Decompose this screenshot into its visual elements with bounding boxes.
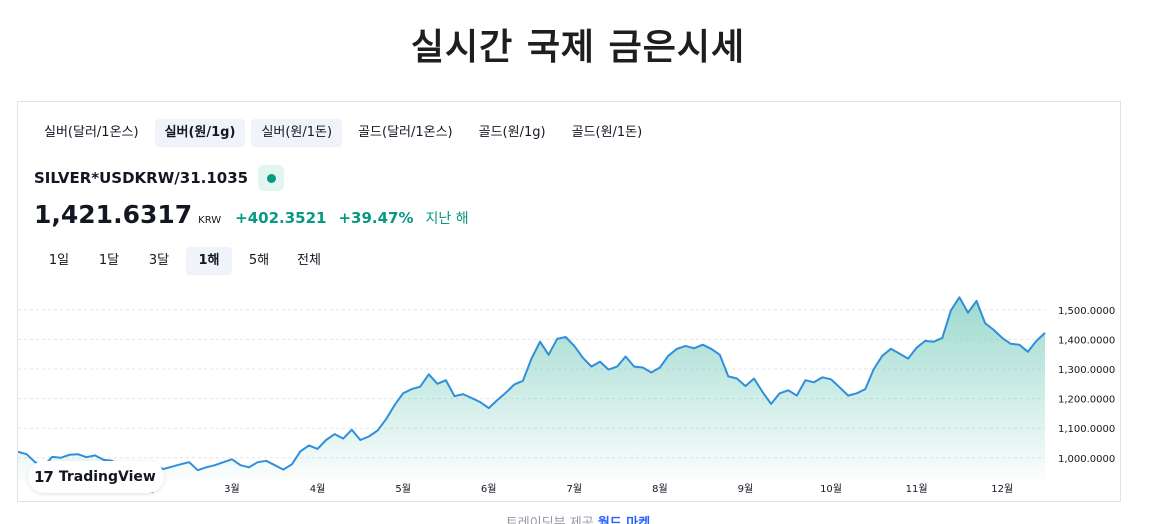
attribution-prefix: 트레이딩뷰 제공	[505, 516, 594, 524]
symbol-tabs: 실버(달러/1온스) 실버(원/1g) 실버(원/1돈) 골드(달러/1온스) …	[34, 119, 652, 147]
tab-gold-usd-oz[interactable]: 골드(달러/1온스)	[358, 125, 453, 140]
y-tick-label: 1,400.0000	[1058, 335, 1115, 346]
range-1m[interactable]: 1달	[98, 253, 120, 268]
x-tick-label: 9월	[738, 483, 754, 495]
symbol-name[interactable]: SILVER*USDKRW/31.1035	[34, 169, 249, 187]
symbol-row: SILVER*USDKRW/31.1035	[34, 165, 285, 191]
last-price: 1,421.6317	[34, 200, 193, 229]
quote-row: 1,421.6317 KRW +402.3521 +39.47% 지난 해	[34, 200, 469, 229]
tab-gold-krw-g[interactable]: 골드(원/1g)	[478, 125, 546, 140]
y-tick-label: 1,200.0000	[1058, 395, 1115, 406]
tradingview-logo[interactable]: 17 TradingView	[28, 461, 164, 493]
x-tick-label: 3월	[224, 483, 240, 495]
market-open-icon	[266, 173, 276, 183]
range-1d[interactable]: 1일	[48, 253, 70, 268]
y-tick-label: 1,500.0000	[1058, 306, 1115, 317]
tab-silver-krw-g[interactable]: 실버(원/1g)	[154, 119, 246, 147]
date-range-selector: 1일 1달 3달 1해 5해 전체	[36, 247, 332, 275]
attribution-link[interactable]: 월드 마켓	[597, 516, 651, 524]
x-tick-label: 5월	[395, 483, 411, 495]
price-line	[18, 296, 1046, 472]
currency-label: KRW	[198, 215, 222, 226]
x-tick-label: 12월	[991, 483, 1013, 495]
price-chart[interactable]: 1,500.0000 1,400.0000 1,300.0000 1,200.0000…	[18, 102, 1121, 502]
range-all[interactable]: 전체	[297, 253, 321, 268]
x-tick-label: 11월	[906, 483, 928, 495]
tradingview-logo-text: TradingView	[58, 469, 156, 485]
market-status-badge[interactable]	[258, 165, 285, 191]
price-change-percent: +39.47%	[338, 209, 414, 227]
y-tick-label: 1,300.0000	[1058, 365, 1115, 376]
change-period: 지난 해	[425, 211, 469, 227]
y-tick-label: 1,000.0000	[1058, 454, 1115, 465]
tradingview-mark-icon: 17	[34, 468, 54, 486]
range-3m[interactable]: 3달	[148, 253, 170, 268]
tradingview-widget: 실버(달러/1온스) 실버(원/1g) 실버(원/1돈) 골드(달러/1온스) …	[17, 101, 1121, 502]
range-1y[interactable]: 1해	[186, 247, 232, 275]
tab-silver-krw-don[interactable]: 실버(원/1돈)	[251, 119, 343, 147]
x-tick-label: 7월	[567, 483, 583, 495]
x-tick-label: 4월	[310, 483, 326, 495]
x-tick-label: 8월	[652, 483, 668, 495]
range-5y[interactable]: 5해	[248, 253, 270, 268]
x-tick-label: 10월	[820, 483, 842, 495]
tab-silver-usd-oz[interactable]: 실버(달러/1온스)	[44, 125, 139, 140]
attribution: 트레이딩뷰 제공 월드 마켓	[0, 512, 1156, 524]
page-title: 실시간 국제 금은시세	[410, 27, 746, 68]
price-area	[18, 297, 1045, 480]
x-tick-label: 6월	[481, 483, 497, 495]
y-tick-label: 1,100.0000	[1058, 424, 1115, 435]
tab-gold-krw-don[interactable]: 골드(원/1돈)	[571, 125, 643, 140]
price-change: +402.3521	[235, 209, 327, 227]
